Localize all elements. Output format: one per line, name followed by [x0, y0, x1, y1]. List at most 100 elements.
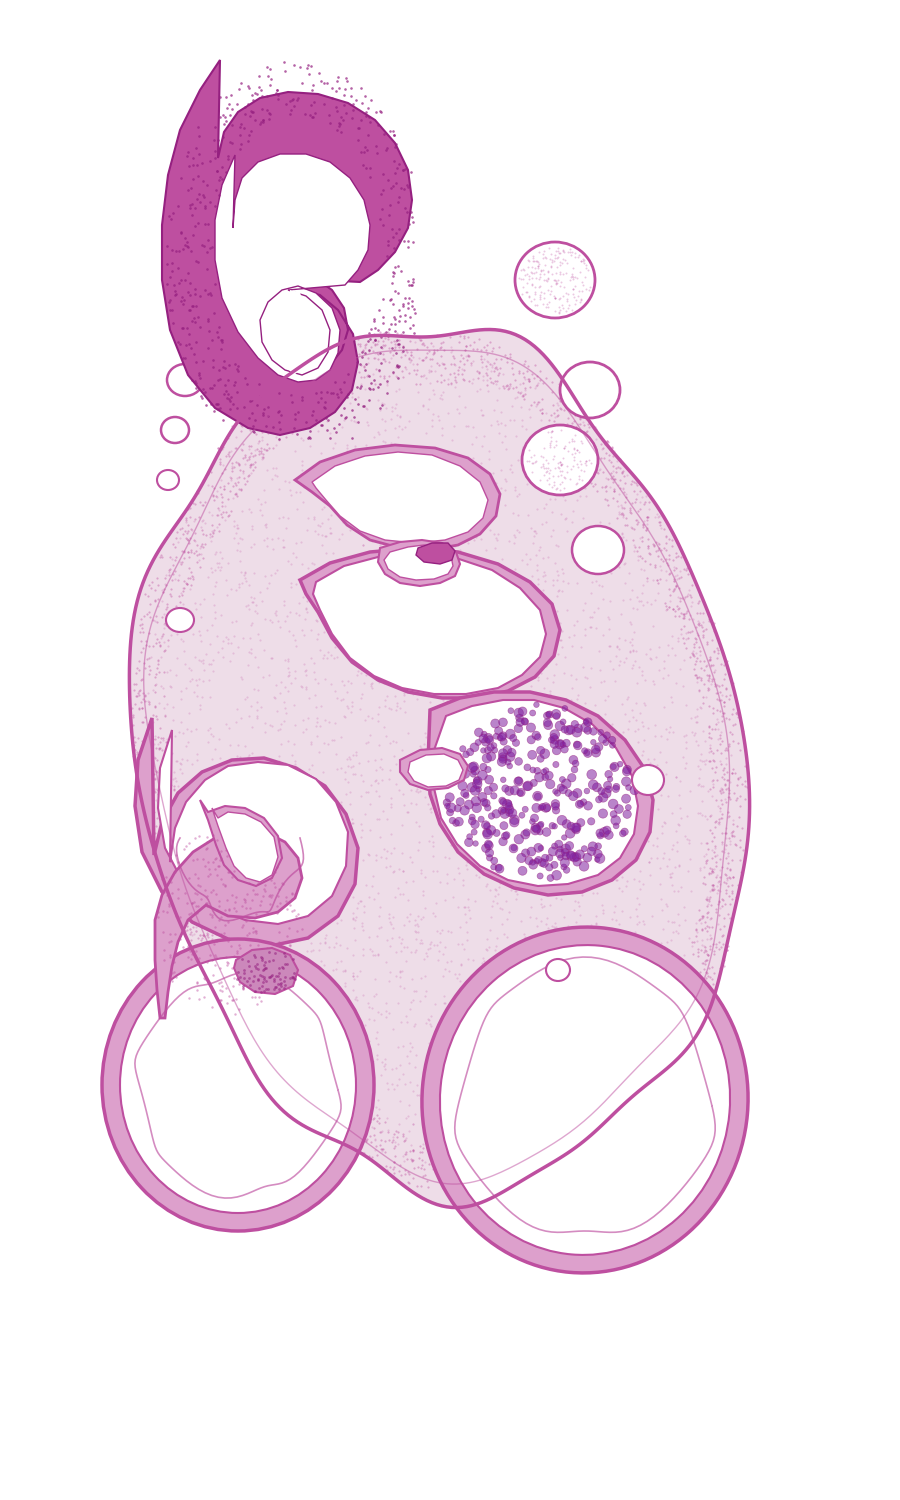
Point [347, 1132, 362, 1156]
Point [315, 524, 329, 548]
Point [186, 871, 201, 895]
Point [514, 836, 528, 860]
Point [252, 75, 266, 99]
Point [176, 546, 191, 570]
Point [455, 736, 470, 760]
Point [320, 419, 334, 442]
Point [554, 453, 568, 477]
Point [557, 813, 572, 837]
Point [494, 400, 508, 424]
Point [249, 706, 264, 730]
Point [443, 582, 457, 606]
Point [368, 448, 382, 472]
Point [221, 853, 236, 877]
Point [531, 567, 545, 591]
Point [272, 477, 286, 501]
Point [559, 771, 573, 795]
Point [296, 384, 310, 408]
Point [184, 202, 199, 226]
Point [716, 840, 731, 864]
Point [724, 760, 739, 784]
Point [531, 666, 545, 690]
Point [706, 660, 721, 684]
Point [330, 1095, 345, 1119]
Point [713, 732, 727, 756]
Point [316, 807, 330, 831]
Point [186, 885, 201, 909]
Point [580, 440, 595, 464]
Point [397, 759, 411, 783]
Point [149, 630, 164, 654]
Point [628, 897, 643, 921]
Point [312, 404, 327, 427]
Point [138, 657, 152, 681]
Point [550, 476, 564, 500]
Point [192, 987, 206, 1011]
Point [322, 934, 337, 958]
Point [274, 1092, 288, 1116]
Point [246, 452, 260, 476]
Point [301, 815, 315, 839]
Point [489, 1132, 503, 1156]
Point [482, 918, 497, 942]
Point [527, 1058, 542, 1082]
Point [288, 942, 302, 966]
Point [220, 159, 234, 183]
Point [151, 874, 166, 898]
Point [242, 1029, 256, 1053]
Point [639, 518, 653, 542]
Point [538, 420, 553, 444]
Point [165, 852, 179, 876]
Point [469, 810, 483, 834]
Point [322, 711, 337, 735]
Point [518, 850, 532, 874]
Point [524, 1156, 538, 1180]
Point [608, 957, 623, 981]
Point [550, 771, 564, 795]
Point [180, 140, 194, 164]
Point [292, 406, 306, 430]
Point [413, 928, 428, 952]
Point [566, 382, 580, 406]
Point [245, 986, 259, 1010]
Point [600, 774, 615, 798]
Point [622, 498, 636, 522]
Point [507, 782, 521, 806]
Point [220, 859, 235, 883]
Point [699, 966, 714, 990]
Point [204, 777, 219, 801]
Point [703, 927, 717, 951]
Point [204, 651, 219, 675]
Point [546, 444, 561, 468]
Point [310, 705, 324, 729]
Point [409, 362, 423, 386]
Point [716, 948, 730, 972]
Point [607, 1074, 621, 1098]
Point [668, 564, 682, 588]
Point [212, 86, 227, 109]
Point [672, 576, 687, 600]
Point [297, 622, 311, 646]
Point [196, 922, 211, 946]
Point [644, 1032, 658, 1056]
Point [551, 946, 565, 970]
Point [388, 1143, 402, 1167]
Point [538, 846, 553, 870]
Point [464, 836, 478, 860]
Point [270, 699, 284, 723]
Point [634, 1056, 648, 1080]
Point [328, 342, 343, 366]
Point [376, 429, 391, 453]
Point [548, 405, 562, 429]
Point [346, 478, 361, 502]
Point [529, 1074, 544, 1098]
Point [570, 471, 584, 495]
Point [279, 700, 293, 724]
Point [361, 994, 375, 1018]
Point [333, 358, 347, 382]
Point [178, 268, 193, 292]
Point [487, 1137, 501, 1161]
Point [546, 976, 561, 1000]
Point [372, 298, 386, 322]
Point [346, 906, 360, 930]
